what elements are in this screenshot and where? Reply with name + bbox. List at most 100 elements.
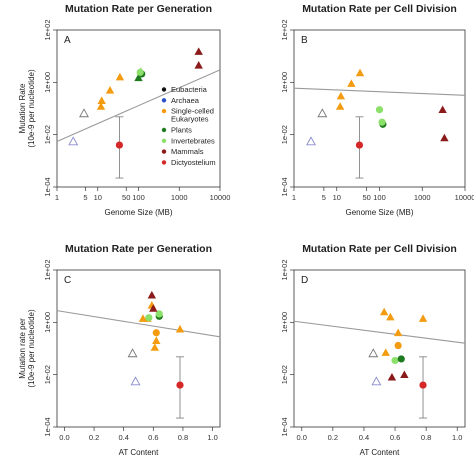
x-tick-label: 0.8 <box>421 433 431 442</box>
data-point <box>375 106 384 114</box>
panel-letter: D <box>301 275 308 286</box>
data-point <box>149 304 158 312</box>
data-point <box>347 79 356 87</box>
legend-label: Invertebrates <box>171 136 215 145</box>
x-tick-label: 10000 <box>210 193 231 202</box>
y-tick-label: 1e-02 <box>280 125 289 144</box>
data-point <box>336 91 346 100</box>
data-point <box>175 324 185 333</box>
x-axis-label: AT Content <box>119 448 160 457</box>
legend-marker <box>161 138 167 143</box>
data-point <box>115 141 124 149</box>
x-tick-label: 0.6 <box>148 433 158 442</box>
data-point <box>393 328 403 337</box>
x-tick-label: 1 <box>55 193 59 202</box>
data-point <box>371 376 382 386</box>
x-axis-label: Genome Size (MB) <box>345 208 413 217</box>
data-point <box>194 47 203 55</box>
data-point <box>397 355 405 363</box>
data-point <box>130 376 141 386</box>
x-tick-label: 5 <box>83 193 87 202</box>
data-point <box>127 348 138 358</box>
data-point <box>379 307 389 316</box>
x-tick-label: 1.0 <box>452 433 462 442</box>
legend-label: Archaea <box>171 96 200 105</box>
y-tick-label: 1e-02 <box>43 365 52 384</box>
x-tick-label: 0.4 <box>118 433 128 442</box>
y-tick-label: 1e+00 <box>280 312 289 333</box>
data-point <box>391 356 399 365</box>
panel-title: Mutation Rate per Generation <box>65 243 212 255</box>
legend-label: Mammals <box>171 147 204 156</box>
data-point <box>97 96 106 104</box>
data-point <box>438 105 447 114</box>
legend-marker <box>161 127 167 133</box>
data-point <box>368 348 379 358</box>
data-point <box>145 314 153 322</box>
data-point <box>386 312 395 321</box>
x-tick-label: 0.2 <box>89 433 99 442</box>
x-axis-label: Genome Size (MB) <box>104 208 172 217</box>
legend-label: Plants <box>171 126 192 135</box>
x-tick-label: 0.2 <box>328 433 338 442</box>
data-point <box>440 133 449 142</box>
x-tick-label: 0.4 <box>359 433 369 442</box>
data-point <box>150 343 159 351</box>
data-point <box>387 373 397 381</box>
data-point <box>381 348 390 356</box>
data-point <box>378 118 386 126</box>
x-tick-label: 0.0 <box>297 433 307 442</box>
y-tick-label: 1e+02 <box>43 259 52 280</box>
y-tick-label: 1e-04 <box>43 417 52 436</box>
data-point <box>152 336 161 344</box>
panel-letter: A <box>64 35 71 46</box>
data-point <box>355 68 365 77</box>
y-axis-label: Mutation rate per(10e-9 per nucleotide) <box>18 309 36 388</box>
regression-line <box>56 310 221 338</box>
regression-line <box>293 87 466 96</box>
legend-marker <box>161 149 167 154</box>
data-point <box>394 341 402 350</box>
x-tick-label: 1000 <box>414 193 431 202</box>
data-point <box>147 290 157 299</box>
data-point <box>355 141 364 149</box>
y-tick-label: 1e-02 <box>43 125 52 144</box>
x-tick-label: 10000 <box>455 193 474 202</box>
panel-c: Mutation Rate per Generation C 0.0 0.2 0.4 0.… <box>18 243 221 457</box>
data-point <box>79 108 89 118</box>
plot-frame <box>293 269 466 428</box>
x-tick-label: 1000 <box>171 193 188 202</box>
x-axis-label: AT Content <box>360 448 401 457</box>
y-tick-label: 1e-04 <box>280 417 289 436</box>
data-point <box>96 102 106 110</box>
y-tick-label: 1e+00 <box>280 72 289 93</box>
x-tick-label: 1 <box>292 193 296 202</box>
legend-marker <box>161 108 167 114</box>
legend-label: Single-celled Eukaryotes <box>171 107 214 124</box>
legend-label: Eubacteria <box>171 85 208 94</box>
panel-a: Mutation Rate per Generation A 1 5 10 50 100 10… <box>18 3 230 217</box>
legend-label: Dictyostelium <box>171 158 216 167</box>
data-point <box>152 329 160 337</box>
panel-title: Mutation Rate per Generation <box>65 3 212 15</box>
x-tick-label: 50 <box>122 193 130 202</box>
data-point <box>418 314 428 322</box>
y-axis-label: Mutation Rate(10e-9 per nucleotide) <box>18 69 36 148</box>
data-point <box>105 86 115 94</box>
x-tick-label: 0.0 <box>59 433 69 442</box>
plot-frame <box>56 269 221 428</box>
x-tick-label: 100 <box>373 193 386 202</box>
y-tick-label: 1e-04 <box>280 177 289 196</box>
data-point <box>176 381 184 389</box>
data-point <box>155 310 163 318</box>
data-point <box>317 108 328 118</box>
regression-line <box>56 69 221 142</box>
data-point <box>136 68 144 76</box>
panel-title: Mutation Rate per Cell Division <box>302 3 457 15</box>
panel-title: Mutation Rate per Cell Division <box>302 243 457 255</box>
panel-d: Mutation Rate per Cell Division D 0.0 0.2 0.… <box>280 243 466 457</box>
x-tick-label: 50 <box>362 193 370 202</box>
legend-marker <box>161 87 167 92</box>
